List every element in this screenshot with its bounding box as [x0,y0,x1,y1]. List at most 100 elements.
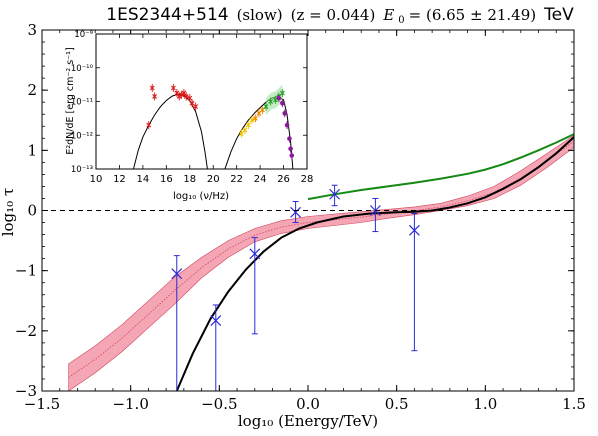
inset-y-tick-label: 10⁻¹⁰ [71,64,94,74]
sed-marker [256,110,262,116]
sed-point [260,105,265,114]
title-unit: TeV [543,5,574,25]
sed-point [279,89,285,98]
x-tick-label: 1.5 [562,395,586,413]
sed-marker [268,99,274,104]
sed-point [263,102,269,111]
data-point [171,255,183,391]
sed-marker [263,104,269,109]
data-point [290,200,302,224]
sed-point [187,94,193,103]
sed-point [181,89,187,98]
sed-point [238,129,244,138]
sed-marker [238,131,244,136]
y-tick-label: 3 [27,21,37,39]
sed-point [152,92,158,101]
y-tick-label: 2 [27,81,37,99]
inset-plot-data [133,84,295,169]
inset-x-tick-label: 28 [301,174,314,185]
sed-marker [282,111,288,116]
point-marker [171,268,183,280]
inset-y-tick-label: 10⁻¹³ [71,165,93,175]
sed-marker [249,117,255,123]
sed-point [183,92,189,101]
inset-x-tick-label: 22 [230,174,243,185]
inset-axis-ticks: 10 12 14 16 18 20 22 24 26 28 10⁻¹³ 10⁻¹² 10⁻¹¹ 10⁻¹⁰… [71,30,313,185]
sed-marker [183,94,189,99]
x-axis-label: log₁₀ (Energy/TeV) [238,412,378,430]
sed-point [149,84,155,92]
main-plot-data [42,133,574,391]
sed-marker [149,85,155,91]
sed-marker [284,122,290,128]
uncertainty-band [68,134,574,391]
sed-marker [242,127,248,133]
sed-point [288,144,293,153]
inset-y-tick-label: 10⁻¹² [71,131,93,141]
gamma-ray-butterfly [266,84,283,115]
x-tick-label: 0.5 [385,395,409,413]
title-source: 1ES2344+514 [106,5,228,25]
x-tick-label: 0.0 [296,395,320,413]
y-axis-label: log₁₀ τ [0,188,17,237]
sed-point [287,134,292,143]
point-marker [249,248,261,260]
data-point [210,304,222,391]
y-tick-label: 0 [27,202,37,220]
sed-point [268,97,274,106]
sed-point [249,116,255,125]
sed-marker [170,85,176,91]
sed-point [282,109,288,118]
inset-x-tick-label: 16 [160,174,173,185]
sed-point [242,126,248,135]
sed-marker [276,95,282,101]
sed-marker [279,90,285,96]
inset-y-axis-label: E²dN/dE [erg cm⁻² s⁻¹] [65,47,76,154]
sed-point [256,109,262,118]
sed-marker [252,115,258,121]
sed-point [252,114,258,123]
sed-point [280,99,285,108]
point-marker [408,224,420,236]
reference-curve [307,133,574,201]
inset-y-tick-label: 10⁻⁹ [74,30,93,40]
point-marker [329,188,341,200]
data-point [249,237,261,335]
sed-marker [146,122,152,128]
inset-plot: 10 12 14 16 18 20 22 24 26 28 10⁻¹³ 10⁻¹² 10⁻¹¹ 10⁻¹⁰… [65,30,313,202]
x-tick-label: −1.5 [24,395,60,413]
x-tick-label: 1.0 [473,395,497,413]
chart-title: 1ES2344+514 (slow) (z = 0.044) E 0 = (6.… [106,5,574,27]
sed-marker [287,136,292,141]
model-curve [175,136,574,391]
y-tick-label: −1 [15,262,37,280]
x-tick-label: −0.5 [201,395,237,413]
sed-marker [280,100,285,106]
inset-x-tick-label: 24 [254,174,267,185]
title-energy: E [382,6,394,24]
title-state: (slow) [237,6,283,24]
sed-marker [288,146,293,152]
sed-point [289,151,295,160]
point-marker [210,315,222,327]
inset-x-tick-label: 18 [183,174,196,185]
data-point [408,213,420,352]
x-tick-label: −1.0 [112,395,148,413]
sed-marker [189,100,195,106]
sed-point [193,102,199,111]
title-energy-sub: 0 [398,15,404,26]
sed-marker [152,94,158,99]
inset-x-axis-label: log₁₀ (ν/Hz) [173,191,229,202]
sed-point [170,84,176,92]
y-tick-label: −3 [15,382,37,400]
sed-marker [245,122,251,128]
inset-x-tick-label: 14 [137,174,150,185]
inset-x-tick-label: 26 [277,174,290,185]
sed-point [276,94,282,103]
inset-x-tick-label: 10 [90,174,103,185]
sed-marker [193,104,199,109]
inset-x-tick-label: 20 [207,174,220,185]
